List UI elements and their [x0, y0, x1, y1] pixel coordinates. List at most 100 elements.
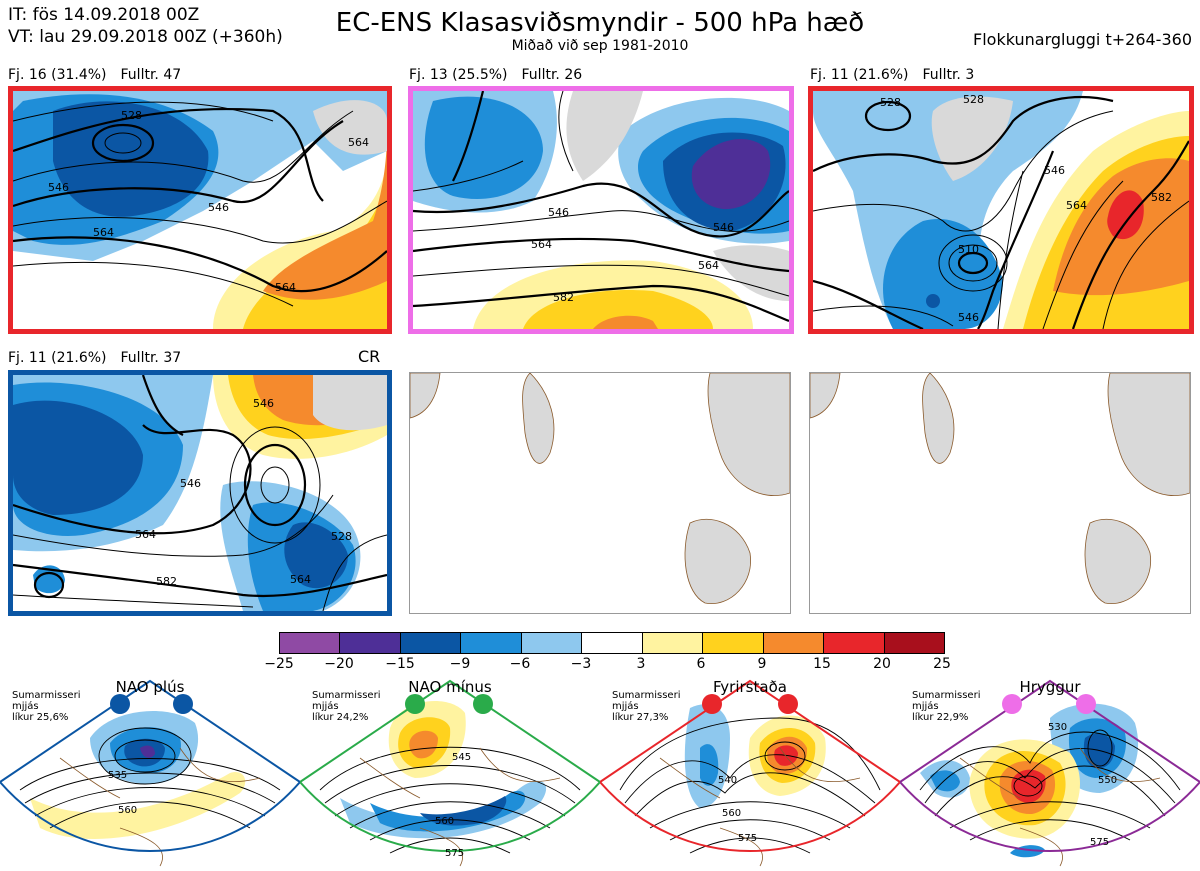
regime-4-marker-right [1076, 694, 1096, 714]
regime-4-contour-label: 575 [1090, 837, 1109, 848]
regime-nao-minus[interactable]: 545 560 575 NAO mínus Sumarmisseri mjjás… [300, 678, 600, 871]
regime-nao-plus[interactable]: 535 560 NAO plús Sumarmisseri mjjás líku… [0, 678, 300, 871]
regime-1-contour-label: 535 [108, 770, 127, 781]
regime-ridge[interactable]: 530 550 575 Hryggur Sumarmisseri mjjás l… [900, 678, 1200, 871]
regime-3-note: Sumarmisseri mjjás líkur 27,3% [612, 690, 680, 723]
regime-2-marker-right [473, 694, 493, 714]
panel-1-contour-label: 528 [121, 109, 142, 122]
regime-3-marker-right [778, 694, 798, 714]
panel-3-contour-label: 582 [1151, 191, 1172, 204]
regime-2-contour-label: 560 [435, 816, 454, 827]
regime-blocking[interactable]: 540 560 575 Fyrirstaða Sumarmisseri mjjá… [600, 678, 900, 871]
colorbar-swatch [399, 633, 461, 653]
panel-2-contour-label: 582 [553, 291, 574, 304]
regime-4-note: Sumarmisseri mjjás líkur 22,9% [912, 690, 980, 723]
panel-1-contour-label: 564 [275, 281, 296, 294]
colorbar-tick-label: −20 [324, 656, 354, 672]
colorbar-swatch [460, 633, 521, 653]
regime-1-contour-label: 560 [118, 805, 137, 816]
panel-3-contour-label: 528 [880, 96, 901, 109]
colorbar-tick-label: −3 [570, 656, 592, 672]
colorbar-swatch [581, 633, 642, 653]
panel-3-cluster: Fj. 11 (21.6%) [810, 67, 909, 83]
regime-3-probability: líkur 27,3% [612, 712, 669, 723]
empty-map-panel-2 [809, 372, 1191, 614]
regime-3-contour-label: 575 [738, 833, 757, 844]
regime-4-marker-left [1002, 694, 1022, 714]
regime-1-smoothing: mjjás [12, 701, 39, 712]
panel-1-cluster: Fj. 16 (31.4%) [8, 67, 107, 83]
panel-3-map[interactable]: 528 528 546 564 582 510 546 [808, 86, 1194, 334]
colorbar-swatch [339, 633, 400, 653]
panel-4-cr-tag: CR [358, 347, 381, 366]
panel-4-cluster: Fj. 11 (21.6%) [8, 350, 107, 366]
empty-map-panel-1 [409, 372, 791, 614]
page-title: EC-ENS Klasasviðsmyndir - 500 hPa hæð [335, 8, 865, 38]
colorbar-swatch [762, 633, 824, 653]
regime-3-contour-label: 560 [722, 808, 741, 819]
initial-time: IT: fös 14.09.2018 00Z [8, 5, 200, 25]
regime-4-smoothing: mjjás [912, 701, 939, 712]
panel-4-contour-label: 528 [331, 530, 352, 543]
regime-3-smoothing: mjjás [612, 701, 639, 712]
colorbar-tick-label: −6 [509, 656, 531, 672]
regime-2-smoothing: mjjás [312, 701, 339, 712]
panel-4-contour-label: 546 [180, 477, 201, 490]
panel-3-label: Fj. 11 (21.6%) Fulltr. 3 [810, 67, 988, 83]
panel-2-members: Fulltr. 26 [521, 67, 583, 83]
regime-1-title: NAO plús [115, 678, 185, 696]
panel-3-members: Fulltr. 3 [922, 67, 975, 83]
colorbar-swatch [280, 633, 340, 653]
panel-4-map[interactable]: 546 564 564 582 546 528 [8, 370, 392, 616]
panel-1-label: Fj. 16 (31.4%) Fulltr. 47 [8, 67, 195, 83]
regime-2-note: Sumarmisseri mjjás líkur 24,2% [312, 690, 380, 723]
page-subtitle: Miðað við sep 1981-2010 [511, 38, 689, 54]
colorbar-tick-label: 25 [933, 656, 951, 672]
regime-1-marker-right [173, 694, 193, 714]
regime-2-title: NAO mínus [408, 678, 492, 696]
panel-2-contour-label: 564 [531, 238, 552, 251]
regime-4-probability: líkur 22,9% [912, 712, 969, 723]
regime-4-contour-label: 550 [1098, 775, 1117, 786]
regime-2-contour-label: 575 [445, 848, 464, 859]
classification-window: Flokkunargluggi t+264-360 [973, 30, 1192, 49]
panel-1-map[interactable]: 528 546 546 564 564 564 [8, 86, 392, 334]
panel-1-contour-label: 546 [208, 201, 229, 214]
panel-3-contour-label: 528 [963, 93, 984, 106]
colorbar-tick-label: −15 [385, 656, 415, 672]
colorbar-tick-label: −25 [264, 656, 294, 672]
regime-4-title: Hryggur [1019, 678, 1081, 696]
colorbar-swatch [641, 633, 703, 653]
panel-2-contour-label: 546 [713, 221, 734, 234]
colorbar-swatch [883, 633, 944, 653]
panel-3-contour-label: 564 [1066, 199, 1087, 212]
colorbar-tick-label: 20 [873, 656, 891, 672]
colorbar-swatch [702, 633, 763, 653]
regime-4-season: Sumarmisseri [912, 690, 981, 701]
regime-2-season: Sumarmisseri [312, 690, 381, 701]
panel-2-map[interactable]: 546 546 564 564 582 [408, 86, 794, 334]
regime-1-marker-left [110, 694, 130, 714]
colorbar-tick-label: −9 [449, 656, 471, 672]
panel-3-contour-label: 546 [958, 311, 979, 324]
panel-2-cluster: Fj. 13 (25.5%) [409, 67, 508, 83]
regime-4-contour-label: 530 [1048, 722, 1067, 733]
colorbar-tick-label: 3 [636, 656, 646, 672]
panel-1-contour-label: 564 [348, 136, 369, 149]
panel-2-contour-label: 546 [548, 206, 569, 219]
regime-1-probability: líkur 25,6% [12, 712, 69, 723]
panel-2-contour-label: 564 [698, 259, 719, 272]
panel-4-label: Fj. 11 (21.6%) Fulltr. 37 [8, 350, 195, 366]
regime-2-probability: líkur 24,2% [312, 712, 369, 723]
colorbar-tick-label: 9 [757, 656, 767, 672]
panel-1-members: Fulltr. 47 [120, 67, 182, 83]
regime-3-season: Sumarmisseri [612, 690, 681, 701]
panel-4-contour-label: 582 [156, 575, 177, 588]
panel-4-members: Fulltr. 37 [120, 350, 182, 366]
regime-1-season: Sumarmisseri [12, 690, 81, 701]
panel-3-contour-label: 510 [958, 243, 979, 256]
regime-3-contour-label: 540 [718, 775, 737, 786]
panel-1-contour-label: 564 [93, 226, 114, 239]
panel-4-contour-label: 546 [253, 397, 274, 410]
colorbar-swatch [823, 633, 884, 653]
